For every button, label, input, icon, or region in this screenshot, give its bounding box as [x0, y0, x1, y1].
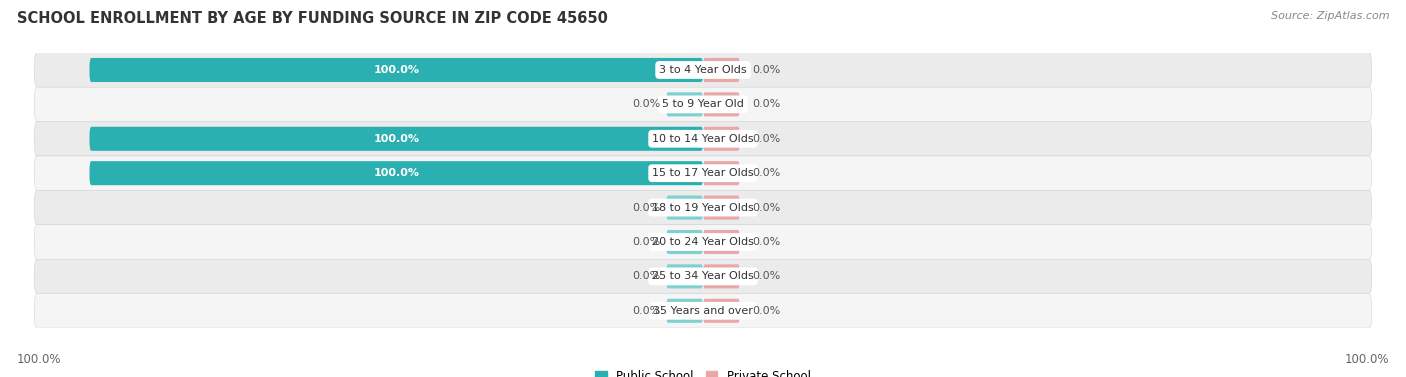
Text: 5 to 9 Year Old: 5 to 9 Year Old — [662, 100, 744, 109]
FancyBboxPatch shape — [34, 121, 1372, 156]
Text: 0.0%: 0.0% — [752, 237, 780, 247]
FancyBboxPatch shape — [90, 161, 703, 185]
Text: 100.0%: 100.0% — [17, 353, 62, 366]
Text: 0.0%: 0.0% — [752, 168, 780, 178]
Text: 25 to 34 Year Olds: 25 to 34 Year Olds — [652, 271, 754, 281]
FancyBboxPatch shape — [703, 299, 740, 323]
FancyBboxPatch shape — [703, 58, 740, 82]
FancyBboxPatch shape — [34, 190, 1372, 225]
Text: 0.0%: 0.0% — [752, 100, 780, 109]
FancyBboxPatch shape — [666, 299, 703, 323]
Text: Source: ZipAtlas.com: Source: ZipAtlas.com — [1271, 11, 1389, 21]
Text: 0.0%: 0.0% — [631, 306, 659, 316]
FancyBboxPatch shape — [90, 127, 703, 151]
Text: 3 to 4 Year Olds: 3 to 4 Year Olds — [659, 65, 747, 75]
FancyBboxPatch shape — [703, 230, 740, 254]
FancyBboxPatch shape — [703, 127, 740, 151]
FancyBboxPatch shape — [34, 53, 1372, 87]
FancyBboxPatch shape — [666, 230, 703, 254]
FancyBboxPatch shape — [703, 92, 740, 116]
Text: 0.0%: 0.0% — [631, 100, 659, 109]
Legend: Public School, Private School: Public School, Private School — [595, 369, 811, 377]
FancyBboxPatch shape — [34, 225, 1372, 259]
Text: 15 to 17 Year Olds: 15 to 17 Year Olds — [652, 168, 754, 178]
FancyBboxPatch shape — [666, 92, 703, 116]
Text: SCHOOL ENROLLMENT BY AGE BY FUNDING SOURCE IN ZIP CODE 45650: SCHOOL ENROLLMENT BY AGE BY FUNDING SOUR… — [17, 11, 607, 26]
Text: 20 to 24 Year Olds: 20 to 24 Year Olds — [652, 237, 754, 247]
Text: 0.0%: 0.0% — [752, 202, 780, 213]
FancyBboxPatch shape — [34, 259, 1372, 294]
Text: 100.0%: 100.0% — [1344, 353, 1389, 366]
Text: 0.0%: 0.0% — [752, 306, 780, 316]
FancyBboxPatch shape — [703, 161, 740, 185]
Text: 100.0%: 100.0% — [373, 134, 419, 144]
FancyBboxPatch shape — [90, 58, 703, 82]
FancyBboxPatch shape — [703, 196, 740, 220]
Text: 0.0%: 0.0% — [631, 202, 659, 213]
FancyBboxPatch shape — [34, 87, 1372, 121]
Text: 0.0%: 0.0% — [752, 271, 780, 281]
Text: 100.0%: 100.0% — [373, 168, 419, 178]
Text: 0.0%: 0.0% — [752, 65, 780, 75]
Text: 0.0%: 0.0% — [631, 237, 659, 247]
Text: 18 to 19 Year Olds: 18 to 19 Year Olds — [652, 202, 754, 213]
Text: 35 Years and over: 35 Years and over — [652, 306, 754, 316]
FancyBboxPatch shape — [34, 156, 1372, 190]
FancyBboxPatch shape — [703, 264, 740, 288]
FancyBboxPatch shape — [34, 294, 1372, 328]
Text: 10 to 14 Year Olds: 10 to 14 Year Olds — [652, 134, 754, 144]
Text: 100.0%: 100.0% — [373, 65, 419, 75]
FancyBboxPatch shape — [666, 196, 703, 220]
Text: 0.0%: 0.0% — [752, 134, 780, 144]
FancyBboxPatch shape — [666, 264, 703, 288]
Text: 0.0%: 0.0% — [631, 271, 659, 281]
